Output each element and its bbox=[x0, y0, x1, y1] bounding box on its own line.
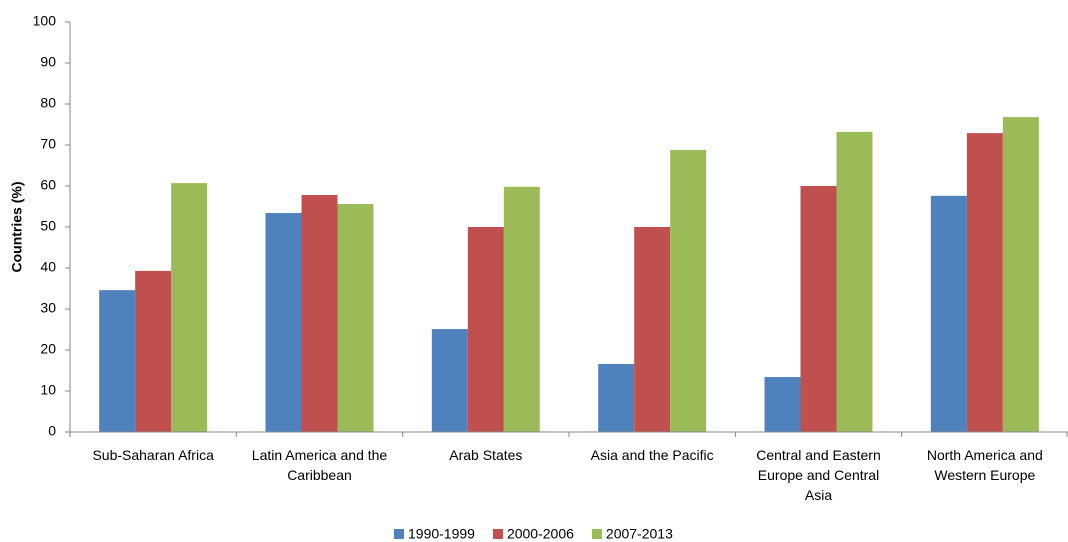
bar bbox=[99, 290, 136, 432]
y-tick-label: 80 bbox=[40, 95, 56, 111]
x-tick-label: Arab States bbox=[449, 447, 523, 463]
legend-swatch bbox=[492, 529, 503, 539]
y-tick-label: 50 bbox=[40, 218, 56, 234]
bar bbox=[265, 213, 302, 432]
bar bbox=[764, 377, 801, 432]
y-tick-label: 60 bbox=[40, 177, 56, 193]
legend-swatch bbox=[394, 529, 404, 539]
y-tick-label: 20 bbox=[40, 341, 56, 357]
bar bbox=[930, 195, 967, 432]
x-tick-label: Asia and the Pacific bbox=[590, 447, 714, 463]
y-tick-label: 90 bbox=[40, 54, 56, 70]
y-axis-label: Countries (%) bbox=[9, 182, 25, 273]
bar bbox=[301, 195, 338, 432]
bar bbox=[836, 131, 873, 432]
legend-label: 1990-1999 bbox=[408, 526, 475, 542]
y-tick-label: 70 bbox=[40, 136, 56, 152]
bar bbox=[171, 183, 208, 432]
bar bbox=[337, 204, 374, 432]
bar bbox=[800, 186, 837, 432]
y-tick-label: 0 bbox=[48, 423, 56, 439]
y-tick-label: 30 bbox=[40, 300, 56, 316]
x-tick-label: North America and Western Europe bbox=[926, 447, 1043, 483]
bar bbox=[966, 133, 1003, 433]
bar bbox=[1002, 117, 1039, 433]
bar bbox=[431, 329, 468, 432]
bar bbox=[598, 363, 635, 432]
y-tick-label: 100 bbox=[33, 13, 57, 29]
x-tick-label: Latin America and the Caribbean bbox=[251, 447, 388, 483]
y-tick-label: 10 bbox=[40, 382, 56, 398]
legend-label: 2007-2013 bbox=[606, 526, 673, 542]
bar bbox=[670, 149, 707, 433]
x-tick-label: Central and Eastern Europe and Central A… bbox=[756, 447, 881, 503]
y-tick-label: 40 bbox=[40, 259, 56, 275]
bar bbox=[503, 186, 540, 432]
bar bbox=[467, 227, 504, 432]
legend-label: 2000-2006 bbox=[507, 526, 574, 542]
legend-swatch bbox=[591, 529, 602, 539]
x-tick-label: Sub-Saharan Africa bbox=[92, 447, 214, 463]
bar bbox=[634, 227, 671, 432]
bar bbox=[135, 270, 172, 432]
